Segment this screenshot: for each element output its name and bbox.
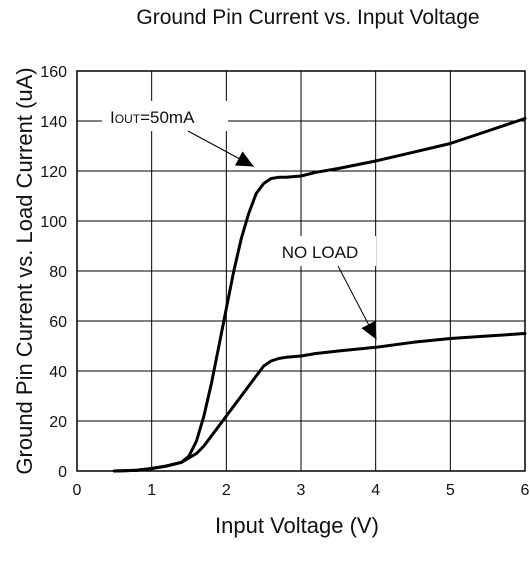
x-tick-label: 3 xyxy=(297,482,306,499)
y-tick-label: 140 xyxy=(40,114,67,131)
y-tick-label: 0 xyxy=(58,464,67,481)
x-tick-label: 6 xyxy=(521,482,530,499)
x-axis-title: Input Voltage (V) xyxy=(215,513,379,538)
series-line-no-load xyxy=(112,332,527,473)
y-tick-label: 20 xyxy=(49,414,67,431)
annotation-arrow-no-load-head xyxy=(361,320,377,340)
x-tick-labels: 0 1 2 3 4 5 6 xyxy=(73,482,530,499)
annotation-arrow-iout-head xyxy=(234,151,254,167)
annotation-iout-50ma: IOUT=50mA xyxy=(110,108,195,127)
y-tick-label: 100 xyxy=(40,214,67,231)
y-tick-label: 160 xyxy=(40,64,67,81)
x-tick-label: 0 xyxy=(73,482,82,499)
annotation-box-no-load xyxy=(264,236,376,266)
series-group xyxy=(112,117,527,473)
chart-title: Ground Pin Current vs. Input Voltage xyxy=(136,6,479,29)
x-tick-label: 1 xyxy=(147,482,156,499)
x-tick-label: 5 xyxy=(446,482,455,499)
y-tick-labels: 0 20 40 60 80 100 120 140 160 xyxy=(40,64,67,481)
annotation-no-load: NO LOAD xyxy=(282,243,359,262)
y-tick-label: 40 xyxy=(49,364,67,381)
annotation-box-iout xyxy=(102,101,228,131)
x-tick-label: 2 xyxy=(222,482,231,499)
y-axis-title: Ground Pin Current vs. Load Current (uA) xyxy=(12,67,37,474)
annotations: IOUT=50mA NO LOAD xyxy=(102,101,377,340)
y-tick-label: 60 xyxy=(49,314,67,331)
y-tick-label: 120 xyxy=(40,164,67,181)
y-tick-label: 80 xyxy=(49,264,67,281)
x-tick-label: 4 xyxy=(371,482,380,499)
